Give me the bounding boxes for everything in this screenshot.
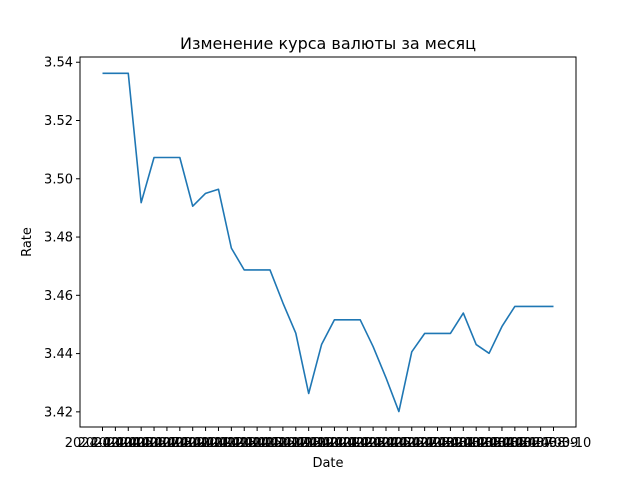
chart-title: Изменение курса валюты за месяц [180, 34, 476, 53]
x-tick-label: 2024-02-10 [142, 436, 218, 451]
x-tick-label: 2024-02-08 [116, 436, 192, 451]
x-tick-label: 2024-03-10 [516, 436, 592, 451]
series-line [102, 72, 554, 413]
x-tick-label: 2024-03-02 [413, 436, 489, 451]
x-tick-label: 2024-02-04 [65, 436, 141, 451]
x-tick-label: 2024-03-03 [426, 436, 502, 451]
x-tick-label: 2024-02-15 [206, 436, 282, 451]
x-axis: 2024-02-042024-02-052024-02-062024-02-07… [65, 427, 592, 451]
x-tick-label: 2024-02-16 [219, 436, 295, 451]
x-tick-label: 2024-03-04 [438, 436, 514, 451]
x-tick-label: 2024-02-07 [103, 436, 179, 451]
x-tick-label: 2024-02-13 [181, 436, 257, 451]
x-tick-label: 2024-02-05 [78, 436, 154, 451]
x-tick-label: 2024-02-06 [90, 436, 166, 451]
x-tick-label: 2024-03-09 [503, 436, 579, 451]
x-tick-label: 2024-03-08 [490, 436, 566, 451]
y-tick-label: 3.42 [44, 405, 73, 420]
x-tick-label: 2024-02-14 [194, 436, 270, 451]
x-tick-label: 2024-02-20 [271, 436, 347, 451]
x-tick-label: 2024-02-17 [232, 436, 308, 451]
y-tick-label: 3.48 [44, 231, 73, 246]
y-axis: 3.42 3.44 3.46 3.48 3.50 3.52 3.54 [44, 56, 80, 420]
y-tick-label: 3.44 [44, 347, 73, 362]
x-tick-label: 2024-03-05 [451, 436, 527, 451]
x-tick-label: 2024-02-24 [322, 436, 398, 451]
x-tick-label: 2024-02-11 [155, 436, 231, 451]
y-tick-label: 3.52 [44, 114, 73, 129]
x-tick-label: 2024-02-18 [245, 436, 321, 451]
x-tick-label: 2024-02-29 [387, 436, 463, 451]
x-tick-label: 2024-03-07 [477, 436, 553, 451]
plot-frame [79, 56, 577, 428]
x-tick-label: 2024-03-01 [400, 436, 476, 451]
x-tick-label: 2024-02-28 [374, 436, 450, 451]
x-tick-label: 2024-02-27 [361, 436, 437, 451]
x-tick-label: 2024-02-21 [284, 436, 360, 451]
x-tick-label: 2024-02-19 [258, 436, 334, 451]
x-axis-label: Date [312, 456, 343, 471]
x-tick-label: 2024-03-06 [464, 436, 540, 451]
x-tick-label: 2024-02-25 [335, 436, 411, 451]
y-axis-label: Rate [20, 227, 35, 257]
y-tick-label: 3.54 [44, 56, 73, 71]
x-tick-label: 2024-02-26 [348, 436, 424, 451]
y-tick-label: 3.46 [44, 289, 73, 304]
series-group [102, 72, 554, 413]
x-tick-label: 2024-02-12 [168, 436, 244, 451]
y-tick-label: 3.50 [44, 172, 73, 187]
x-tick-label: 2024-02-09 [129, 436, 205, 451]
x-tick-label: 2024-02-22 [297, 436, 373, 451]
x-tick-label: 2024-02-23 [310, 436, 386, 451]
